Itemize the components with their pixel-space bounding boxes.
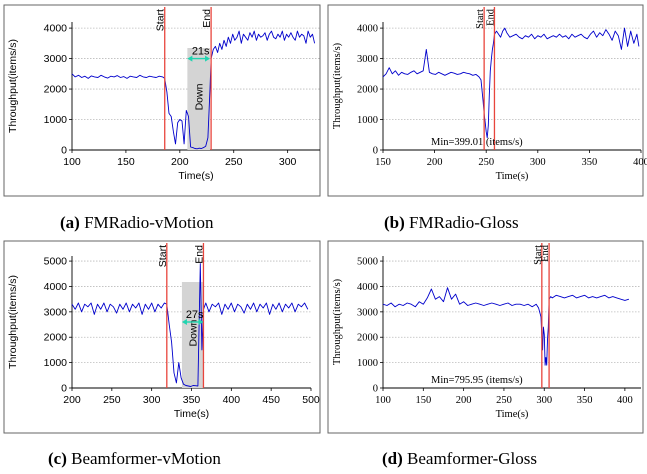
caption-a: (a) FMRadio-vMotion [60,213,214,232]
y-tick-label: 0 [61,145,67,157]
duration-label: 21s [192,46,210,58]
panel-frame [327,4,644,197]
caption-d: (d) Beamformer-Gloss [382,449,537,468]
panel-frame [3,4,321,197]
caption-b: (b) FMRadio-Gloss [384,213,519,232]
y-tick-label: 2000 [357,85,378,96]
y-axis-label: Throughput(items/s) [7,39,19,133]
y-tick-label: 0 [373,384,378,395]
x-tick-label: 200 [456,395,472,406]
x-tick-label: 350 [582,157,598,168]
y-tick-label: 3000 [44,306,68,318]
y-axis-label: Throughput(items/s) [332,42,343,129]
x-tick-label: 250 [496,395,512,406]
x-axis-label: Time(s) [496,171,529,182]
y-tick-label: 1000 [44,114,68,126]
min-annotation: Min=399.01 (items/s) [431,137,523,148]
y-tick-label: 2000 [44,84,68,96]
y-tick-label: 1000 [357,358,378,369]
x-tick-label: 300 [143,394,161,406]
end-marker-label: End [201,9,213,28]
y-tick-label: 1000 [357,115,378,126]
x-tick-label: 100 [375,395,391,406]
y-tick-label: 0 [61,383,67,395]
y-tick-label: 0 [373,146,378,157]
x-tick-label: 400 [223,394,241,406]
start-marker-label: Start [475,9,486,29]
y-tick-label: 3000 [357,307,378,318]
duration-arrowhead-right [198,319,204,325]
throughput-line [71,263,309,387]
x-tick-label: 200 [427,157,443,168]
y-tick-label: 4000 [44,23,68,35]
x-tick-label: 150 [375,157,391,168]
y-tick-label: 5000 [44,256,68,268]
chart-panel-d: 0 1000 2000 3000 4000 5000 100 150 200 250 300 350 4… [327,240,644,434]
y-tick-label: 3000 [357,54,378,65]
x-tick-label: 250 [225,156,243,168]
y-tick-label: 4000 [357,24,378,35]
downtime-shade [187,48,211,150]
y-tick-label: 4000 [357,282,378,293]
duration-arrowhead-left [181,319,187,325]
x-tick-label: 350 [577,395,593,406]
chart-panel-c: 0 1000 2000 3000 4000 5000 200 250 300 350 400 450 5… [3,240,321,434]
x-tick-label: 400 [633,157,647,168]
x-tick-label: 150 [415,395,431,406]
throughput-line [71,30,316,150]
x-tick-label: 400 [617,395,633,406]
downtime-label: Down [188,319,200,346]
y-axis-label: Throughput(items/s) [332,278,343,365]
chart-panel-b: 0 1000 2000 3000 4000 150 200 250 300 350 400 Time(… [327,4,647,197]
y-tick-label: 1000 [44,357,68,369]
x-tick-label: 500 [302,394,320,406]
x-tick-label: 300 [536,395,552,406]
throughput-line [382,27,640,139]
chart-panel-a: 0 1000 2000 3000 4000 100 150 200 250 300 Time(s) T… [3,4,321,197]
x-tick-label: 300 [530,157,546,168]
y-axis-label: Throughput(items/s) [7,275,19,369]
duration-arrowhead-right [205,55,211,62]
throughput-line [382,287,630,366]
x-axis-label: Time(s) [174,408,209,420]
y-tick-label: 3000 [44,53,68,65]
y-tick-label: 2000 [44,332,68,344]
x-tick-label: 150 [117,156,135,168]
end-marker-label: End [193,245,205,264]
start-marker-label: Start [157,245,169,267]
caption-c: (c) Beamformer-vMotion [48,449,221,468]
x-tick-label: 250 [103,394,121,406]
duration-arrowhead-left [187,55,193,62]
y-tick-label: 4000 [44,281,68,293]
min-annotation: Min=795.95 (items/s) [431,375,523,386]
end-marker-label: End [485,8,496,26]
x-tick-label: 350 [183,394,201,406]
duration-label: 27s [186,309,204,321]
x-tick-label: 300 [279,156,297,168]
start-marker-label: Start [533,245,544,265]
end-marker-label: End [540,244,551,262]
x-tick-label: 200 [63,394,81,406]
x-axis-label: Time(s) [178,170,213,182]
x-tick-label: 450 [262,394,280,406]
y-tick-label: 5000 [357,257,378,268]
downtime-label: Down [194,83,206,110]
x-tick-label: 200 [171,156,189,168]
start-marker-label: Start [155,9,167,31]
x-tick-label: 100 [63,156,81,168]
x-tick-label: 250 [478,157,494,168]
y-tick-label: 2000 [357,333,378,344]
x-axis-label: Time(s) [496,409,529,420]
